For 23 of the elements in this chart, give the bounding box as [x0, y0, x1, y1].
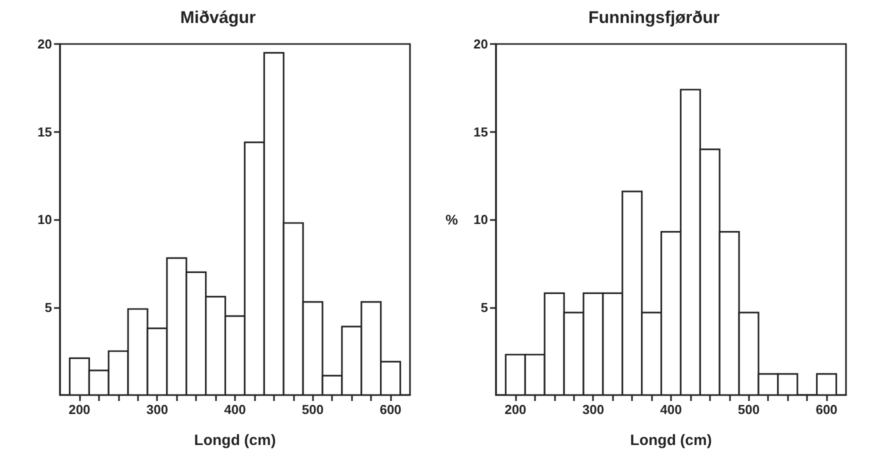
y-tick-label: 5 — [44, 300, 52, 315]
y-tick-label: 15 — [474, 124, 488, 140]
x-axis-title: Longd (cm) — [630, 432, 712, 449]
y-tick-label: 5 — [480, 300, 488, 315]
y-tick-label: 20 — [38, 36, 52, 52]
y-axis-title: % — [446, 212, 459, 228]
y-tick-label: 10 — [38, 212, 52, 227]
x-tick-label: 200 — [504, 402, 526, 417]
chart-title: Miðvágur — [180, 8, 256, 27]
x-tick-label: 500 — [302, 402, 324, 417]
x-tick-label: 600 — [816, 402, 838, 417]
y-tick-label: 15 — [38, 124, 52, 140]
x-tick-label: 300 — [582, 402, 604, 417]
x-tick-label: 400 — [660, 402, 682, 417]
y-tick-label: 10 — [474, 212, 488, 227]
x-tick-label: 300 — [146, 402, 168, 417]
x-tick-label: 600 — [380, 402, 402, 417]
x-tick-label: 200 — [68, 402, 90, 417]
x-tick-label: 400 — [224, 402, 246, 417]
chart-title: Funningsfjørður — [588, 8, 720, 27]
x-axis-title: Longd (cm) — [194, 432, 276, 449]
x-tick-label: 500 — [738, 402, 760, 417]
y-tick-label: 20 — [474, 36, 488, 52]
